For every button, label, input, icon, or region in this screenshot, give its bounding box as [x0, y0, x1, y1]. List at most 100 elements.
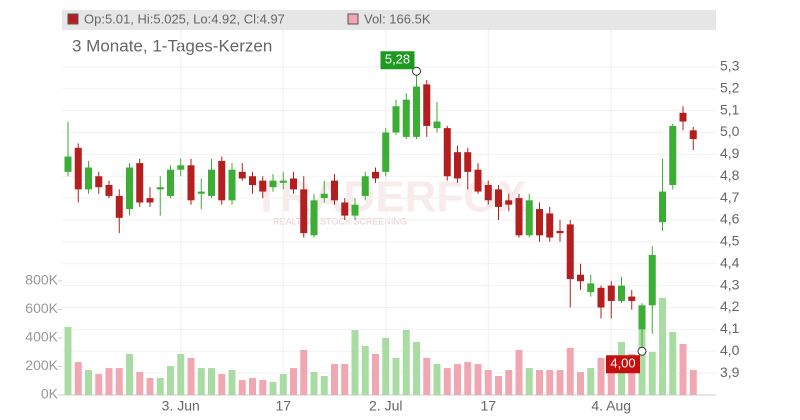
- volume-bar: [669, 331, 677, 395]
- y-tick-label: 4,0: [720, 342, 740, 358]
- y-tick-label: 4,6: [720, 211, 740, 227]
- volume-bar: [495, 376, 502, 395]
- watermark-sub: REALTIME STOCK SCREENING: [273, 216, 407, 226]
- volume-bar: [167, 366, 174, 395]
- y-tick-label: 4,1: [720, 320, 740, 336]
- volume-bar: [361, 345, 369, 395]
- candle-body: [249, 176, 256, 185]
- x-tick-label: 4. Aug: [591, 398, 631, 414]
- volume-bar: [269, 382, 277, 395]
- annotation-box: [606, 355, 640, 374]
- candle-body: [187, 165, 195, 201]
- volume-bar: [85, 370, 92, 395]
- candle-body: [167, 169, 174, 196]
- candle-body: [300, 189, 308, 234]
- volume-bar: [638, 326, 646, 395]
- candle-body: [382, 132, 390, 172]
- candle-body: [628, 296, 636, 301]
- volume-bar: [536, 370, 543, 395]
- candle-body: [320, 193, 328, 199]
- candle-body: [474, 169, 482, 192]
- volume-bar: [259, 380, 267, 395]
- volume-bar: [433, 364, 441, 395]
- annotation-label: 4,00: [610, 356, 635, 371]
- candle-body: [115, 195, 123, 218]
- volume-bar: [525, 368, 533, 395]
- candle-body: [464, 152, 472, 172]
- volume-bar: [320, 376, 328, 395]
- volume-bar: [197, 368, 205, 395]
- volume-bar: [628, 353, 636, 395]
- candle-body: [577, 274, 584, 282]
- candle-body: [556, 230, 564, 234]
- candle-body: [136, 163, 144, 203]
- candle-body: [95, 176, 103, 188]
- y-tick-label: 5,1: [720, 101, 740, 117]
- y-tick-label: 3,9: [720, 364, 740, 380]
- volume-bar: [577, 372, 584, 395]
- candle-body: [310, 200, 318, 236]
- volume-bar: [505, 370, 513, 395]
- volume-bar: [156, 378, 164, 395]
- candle-body: [361, 176, 369, 196]
- candle-body: [495, 189, 502, 207]
- volume-bar: [187, 357, 195, 395]
- candle-body: [392, 106, 400, 133]
- candle-body: [341, 202, 349, 216]
- volume-bar: [587, 368, 595, 395]
- volume-bar: [402, 329, 410, 395]
- y-tick-label: 5,3: [720, 58, 740, 74]
- volume-bar: [146, 378, 154, 395]
- candle-body: [279, 180, 287, 183]
- volume-bar: [279, 374, 287, 395]
- x-tick-label: 2. Jul: [369, 398, 402, 414]
- candle-body: [638, 305, 646, 330]
- candle-body: [669, 125, 677, 185]
- legend-swatch: [347, 13, 359, 25]
- volume-bar: [105, 368, 113, 395]
- volume-bar: [341, 364, 349, 395]
- volume-bar: [413, 341, 420, 395]
- volume-bar: [95, 374, 103, 395]
- x-tick-label: 17: [480, 398, 496, 414]
- volume-bar: [208, 368, 215, 395]
- header-volume: Vol: 166.5K: [364, 11, 431, 26]
- candle-body: [85, 167, 92, 190]
- legend-swatch: [67, 13, 79, 25]
- candle-body: [105, 185, 113, 196]
- volume-bar: [597, 357, 605, 395]
- header-ohlc: Op:5.01, Hi:5.025, Lo:4.92, Cl:4.97: [84, 11, 285, 26]
- y-tick-label: 5,0: [720, 123, 740, 139]
- volume-bar: [464, 362, 472, 395]
- x-tick-label: 3. Jun: [162, 398, 200, 414]
- volume-bar: [136, 372, 144, 395]
- candle-body: [372, 171, 379, 179]
- volume-bar: [238, 380, 246, 395]
- candle-body: [546, 213, 554, 238]
- candle-body: [607, 285, 615, 301]
- candle-body: [618, 285, 625, 301]
- candle-body: [74, 147, 82, 190]
- candle-body: [126, 167, 133, 210]
- extreme-marker: [637, 346, 647, 356]
- subtitle: 3 Monate, 1-Tages-Kerzen: [72, 36, 272, 55]
- candle-body: [536, 209, 543, 236]
- y-tick-label: 4,4: [720, 254, 740, 270]
- candle-body: [597, 287, 605, 308]
- volume-bar: [423, 357, 431, 395]
- candle-body: [269, 180, 277, 188]
- volume-bar: [64, 326, 72, 395]
- candle-body: [208, 169, 215, 196]
- volume-bar: [372, 353, 379, 395]
- candle-body: [177, 165, 185, 170]
- volume-tick-label: 600K: [25, 300, 58, 316]
- candle-body: [689, 130, 697, 140]
- candle-body: [259, 180, 267, 192]
- candle-body: [146, 198, 154, 203]
- candle-body: [290, 178, 297, 190]
- volume-bar: [566, 347, 574, 395]
- volume-bar: [351, 329, 359, 395]
- candle-body: [515, 198, 523, 236]
- y-tick-label: 4,2: [720, 298, 740, 314]
- volume-bar: [484, 370, 492, 395]
